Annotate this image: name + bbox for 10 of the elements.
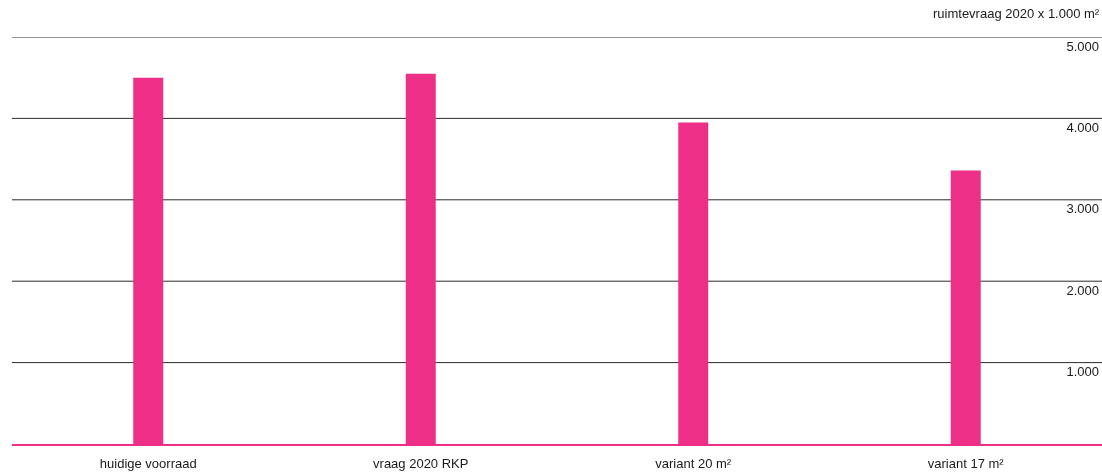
x-tick-label: variant 20 m² bbox=[655, 455, 732, 471]
y-tick-label: 3.000 bbox=[1066, 201, 1099, 217]
y-tick-label: 2.000 bbox=[1066, 282, 1099, 298]
y-tick-label: 4.000 bbox=[1066, 120, 1099, 136]
y-tick-label: 5.000 bbox=[1066, 38, 1099, 54]
x-tick-label: huidige voorraad bbox=[99, 455, 197, 471]
y-tick-label: 1.000 bbox=[1066, 364, 1099, 380]
x-tick-label: vraag 2020 RKP bbox=[373, 455, 469, 471]
y-axis-title: ruimtevraag 2020 x 1.000 m² bbox=[933, 6, 1100, 21]
x-tick-label: variant 17 m² bbox=[927, 455, 1005, 471]
